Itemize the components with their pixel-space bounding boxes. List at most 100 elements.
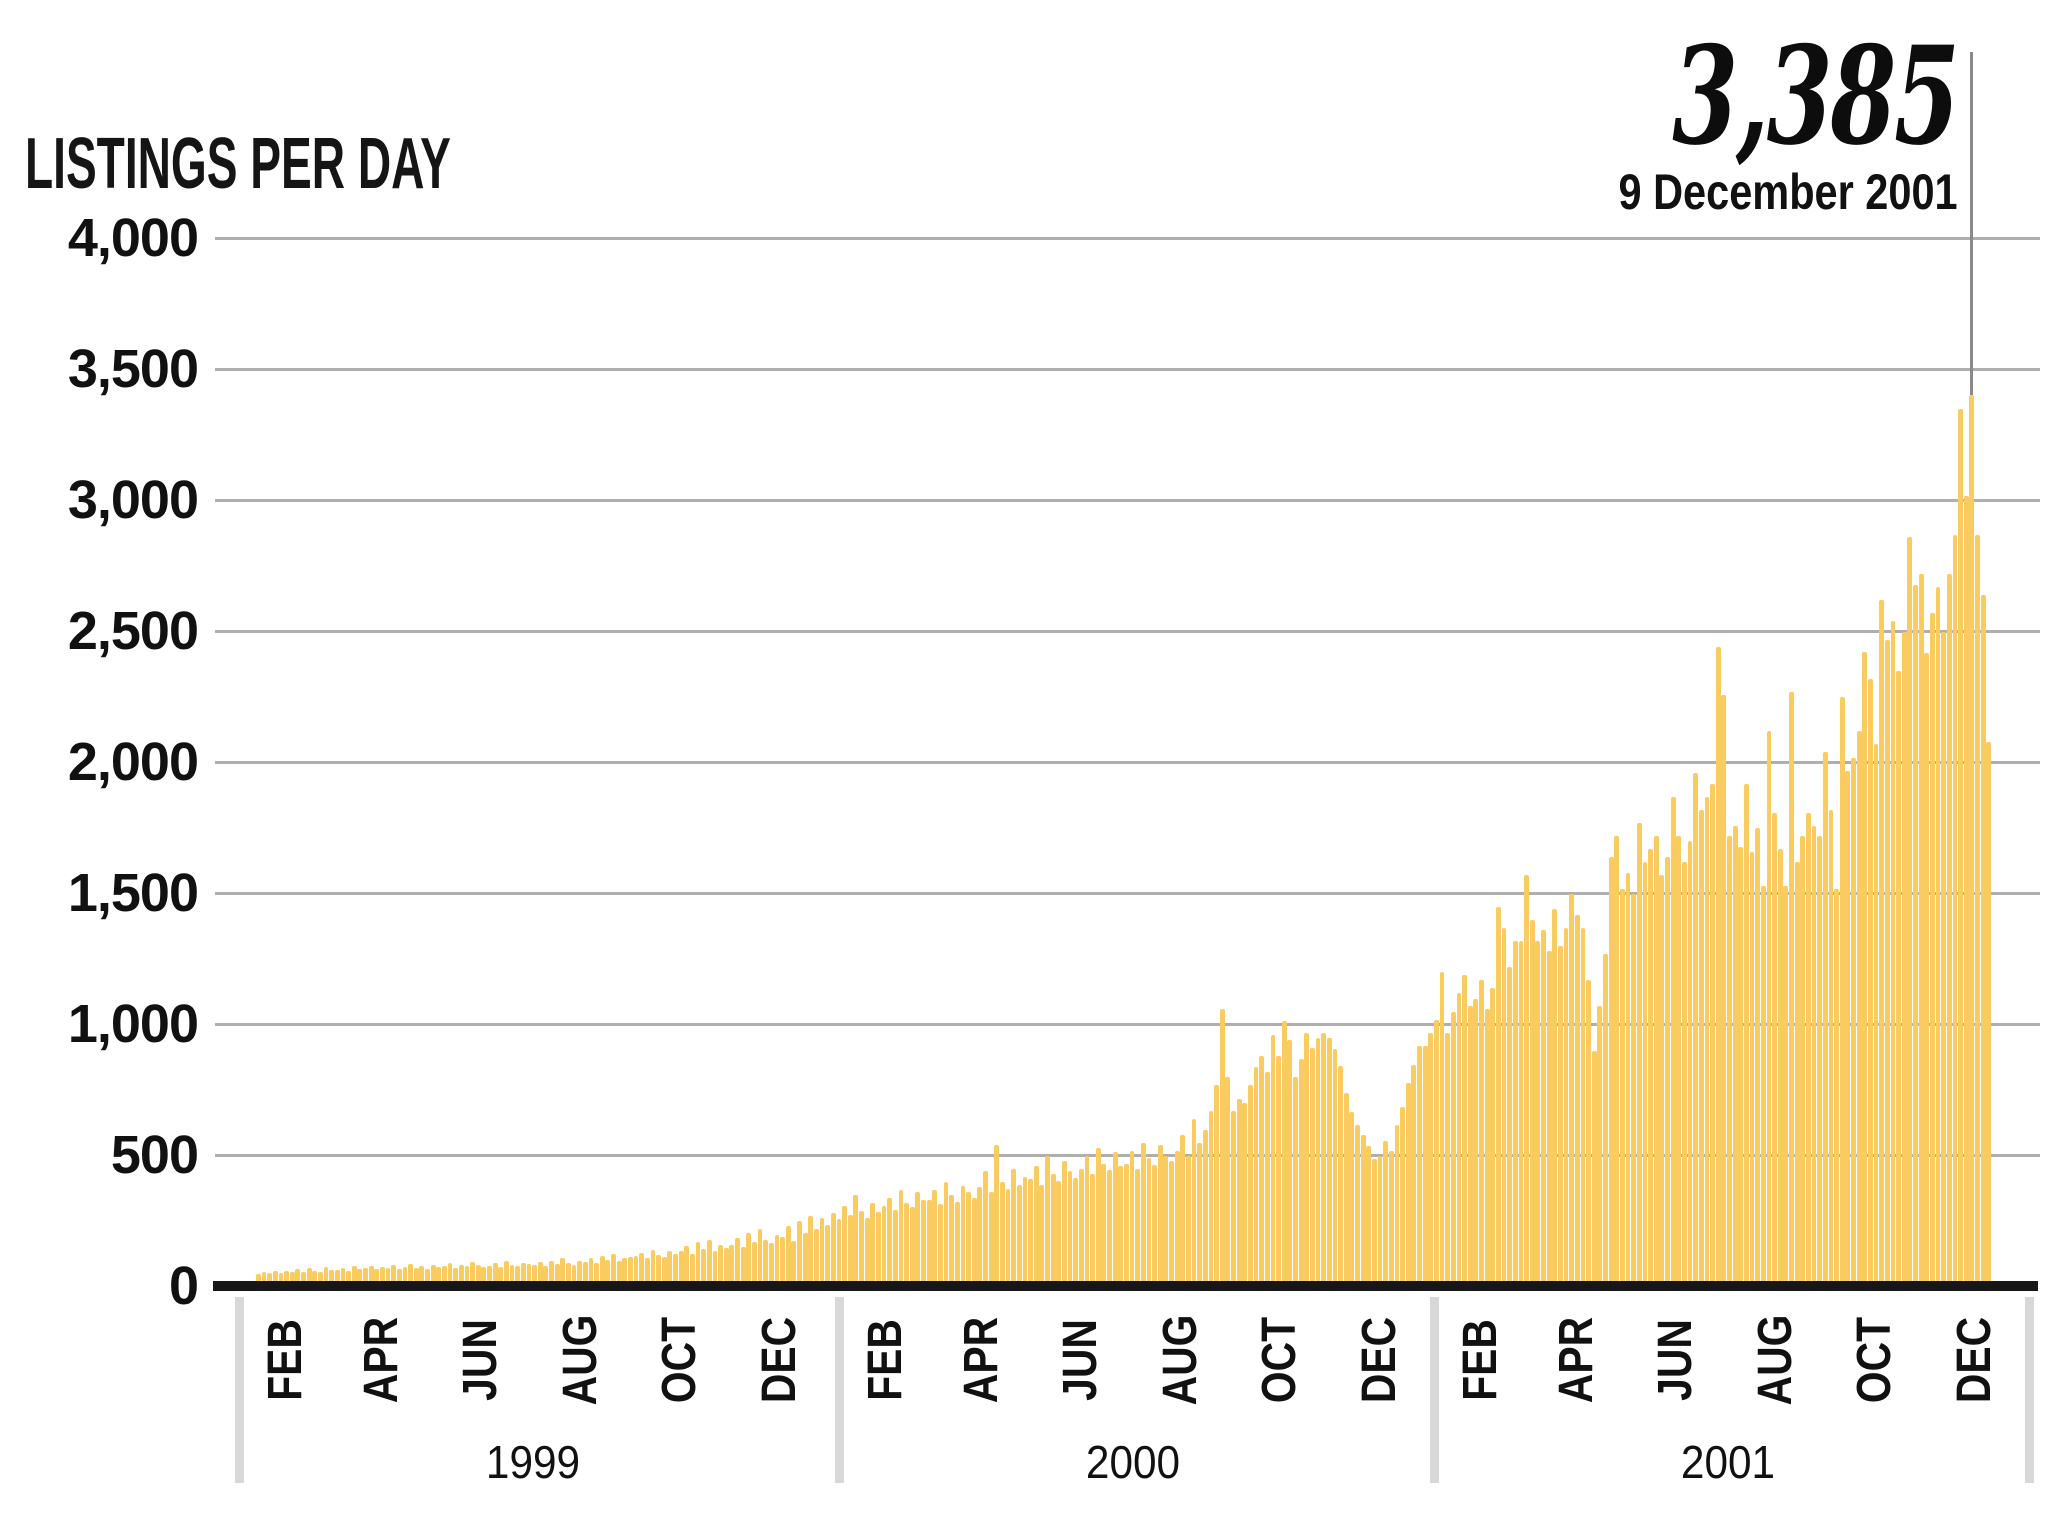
bar bbox=[1659, 875, 1665, 1282]
bar bbox=[532, 1265, 537, 1282]
bar bbox=[1264, 1071, 1270, 1282]
bar bbox=[1952, 534, 1958, 1282]
bar bbox=[1631, 893, 1637, 1282]
year-label-2000: 2000 bbox=[1085, 1436, 1180, 1488]
bar bbox=[1022, 1176, 1028, 1282]
bar bbox=[1186, 1155, 1191, 1282]
bar bbox=[1772, 812, 1777, 1282]
month-label-feb: FEB bbox=[1453, 1319, 1507, 1401]
bar bbox=[1067, 1171, 1073, 1282]
bar bbox=[667, 1251, 673, 1282]
bar bbox=[943, 1181, 949, 1282]
bar bbox=[1980, 595, 1986, 1282]
bar bbox=[639, 1252, 645, 1282]
month-label-jun: JUN bbox=[454, 1319, 508, 1401]
month-label-jun: JUN bbox=[1054, 1319, 1108, 1401]
x-axis-line bbox=[213, 1281, 2038, 1291]
gridline-1000 bbox=[215, 1022, 2040, 1026]
bar bbox=[1163, 1155, 1169, 1282]
bar bbox=[1608, 857, 1614, 1282]
bar bbox=[306, 1267, 312, 1282]
bar bbox=[577, 1261, 583, 1282]
bar bbox=[1287, 1040, 1293, 1282]
y-tick-label-0: 0 bbox=[168, 1256, 199, 1316]
bar bbox=[1349, 1111, 1355, 1282]
y-tick-label-4000: 4,000 bbox=[67, 208, 199, 268]
bar bbox=[1169, 1161, 1174, 1282]
bar bbox=[318, 1271, 323, 1282]
bar bbox=[430, 1264, 436, 1282]
bar bbox=[1811, 825, 1817, 1282]
bar bbox=[1687, 841, 1693, 1282]
bar bbox=[1462, 974, 1467, 1282]
bar bbox=[994, 1145, 1000, 1282]
bar bbox=[1851, 757, 1856, 1282]
bar bbox=[1958, 409, 1963, 1282]
bar bbox=[272, 1270, 278, 1282]
bar bbox=[921, 1200, 926, 1282]
bar bbox=[898, 1189, 904, 1282]
bar bbox=[1930, 613, 1935, 1282]
bar bbox=[1569, 893, 1575, 1282]
bar bbox=[1191, 1119, 1197, 1282]
bar bbox=[797, 1220, 802, 1282]
bar bbox=[289, 1271, 295, 1282]
bar bbox=[1670, 796, 1676, 1282]
bar bbox=[447, 1262, 453, 1282]
gridline-500 bbox=[215, 1153, 2040, 1157]
bar bbox=[1817, 836, 1823, 1282]
bar bbox=[1727, 836, 1732, 1282]
bar bbox=[1591, 1050, 1597, 1282]
bar bbox=[1828, 809, 1834, 1282]
y-tick-label-2500: 2,500 bbox=[67, 601, 199, 661]
bar bbox=[808, 1216, 814, 1282]
bar bbox=[909, 1207, 915, 1282]
bar bbox=[605, 1260, 611, 1282]
bar bbox=[1512, 940, 1518, 1282]
bar bbox=[1789, 692, 1794, 1282]
y-tick-label-2000: 2,000 bbox=[67, 732, 199, 792]
bar bbox=[1152, 1165, 1157, 1282]
bar bbox=[644, 1258, 650, 1282]
bar bbox=[825, 1224, 831, 1282]
bar bbox=[408, 1263, 413, 1282]
bar bbox=[1653, 836, 1659, 1282]
bar bbox=[983, 1170, 988, 1282]
bar bbox=[1490, 988, 1496, 1282]
bar bbox=[1045, 1155, 1050, 1282]
bar bbox=[1935, 587, 1941, 1282]
bar bbox=[1259, 1056, 1265, 1282]
bar bbox=[1946, 574, 1952, 1282]
peak-annotation: 3,385 9 December 2001 bbox=[1549, 28, 1960, 217]
bar bbox=[1665, 857, 1670, 1282]
bar bbox=[656, 1255, 661, 1282]
bar bbox=[295, 1268, 301, 1282]
bar bbox=[475, 1265, 481, 1282]
bar bbox=[859, 1210, 864, 1282]
bar bbox=[329, 1269, 335, 1282]
bar bbox=[1913, 584, 1918, 1282]
bar bbox=[695, 1242, 701, 1282]
bar bbox=[1541, 930, 1546, 1282]
bar bbox=[537, 1261, 543, 1282]
bar bbox=[1124, 1163, 1129, 1282]
bar bbox=[1760, 885, 1766, 1282]
bar bbox=[1744, 783, 1749, 1282]
bar bbox=[1039, 1184, 1045, 1282]
bar bbox=[757, 1229, 763, 1282]
bar bbox=[1738, 846, 1744, 1282]
bar bbox=[1597, 1006, 1603, 1282]
bar bbox=[498, 1267, 504, 1282]
bar bbox=[650, 1249, 656, 1282]
bar bbox=[1394, 1124, 1400, 1282]
bar bbox=[842, 1205, 847, 1282]
bar bbox=[1963, 495, 1969, 1282]
bar bbox=[346, 1271, 351, 1282]
bar bbox=[1918, 574, 1924, 1282]
bar bbox=[1422, 1045, 1428, 1282]
month-label-dec: DEC bbox=[1947, 1316, 2001, 1404]
bar bbox=[413, 1267, 419, 1282]
month-label-oct: OCT bbox=[1253, 1316, 1306, 1404]
bar bbox=[712, 1250, 718, 1282]
